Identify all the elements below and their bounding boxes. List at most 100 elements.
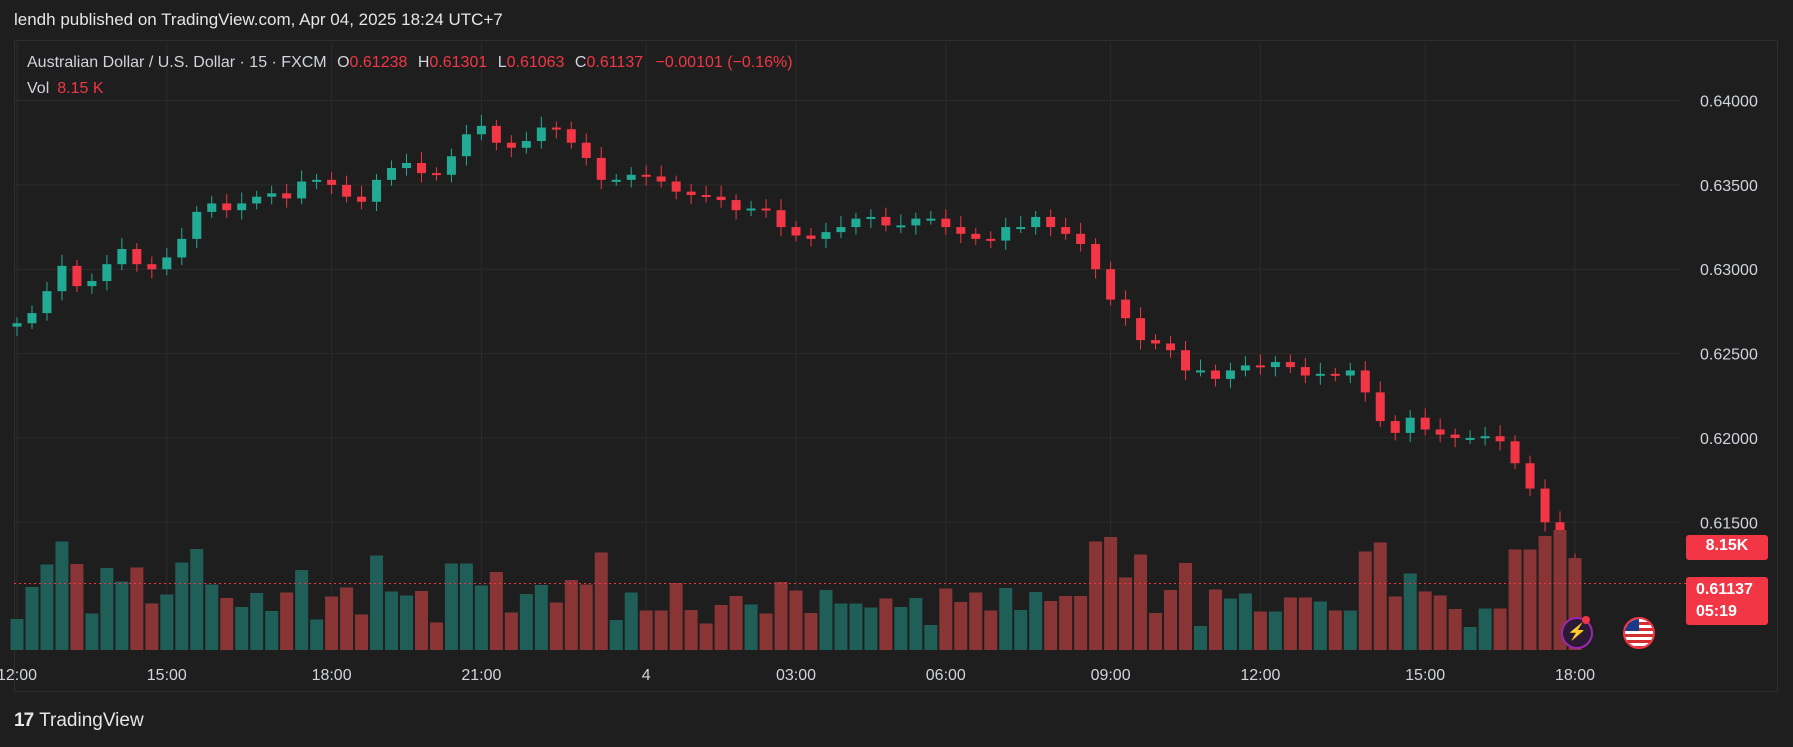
volume-bar: [85, 613, 99, 650]
candle-body: [551, 127, 561, 130]
change-value: −0.00101 (−0.16%): [655, 54, 793, 71]
candle-body: [162, 257, 172, 270]
us-flag-icon[interactable]: [1623, 617, 1655, 649]
candle-body: [357, 196, 367, 202]
volume-bar: [1508, 549, 1522, 650]
close-value: 0.61137: [586, 54, 644, 71]
volume-bar: [789, 590, 803, 650]
x-tick-label: 18:00: [312, 667, 352, 684]
candle-body: [282, 193, 292, 199]
candle-body: [252, 196, 262, 204]
volume-bar: [1298, 597, 1312, 650]
y-tick-label: 0.63000: [1700, 262, 1758, 279]
x-tick-label: 18:00: [1555, 667, 1595, 684]
volume-bar: [909, 598, 923, 650]
volume-bar: [609, 620, 623, 650]
volume-bar: [834, 603, 848, 650]
candle-body: [446, 156, 456, 175]
volume-bar: [1164, 590, 1178, 650]
volume-bar: [804, 613, 818, 650]
candle-body: [971, 233, 981, 239]
volume-bar: [40, 564, 54, 650]
volume-bar: [759, 613, 773, 650]
volume-bar: [519, 594, 533, 650]
candle-body: [746, 208, 756, 211]
volume-bar: [1313, 601, 1327, 650]
candle-body: [1270, 362, 1280, 368]
volume-bar: [1523, 549, 1537, 650]
candle-body: [1136, 318, 1146, 341]
volume-bar: [729, 596, 743, 650]
candle-body: [671, 181, 681, 192]
volume-bar: [864, 607, 878, 650]
volume-bar: [549, 602, 563, 650]
volume-bar: [594, 552, 608, 650]
volume-bar: [1343, 610, 1357, 650]
candle-body: [1225, 370, 1235, 379]
candle-body: [866, 216, 876, 219]
volume-bar: [160, 594, 174, 650]
volume-bar: [1014, 610, 1028, 650]
candle-body: [1121, 299, 1131, 319]
candle-body: [716, 196, 726, 201]
candle-body: [566, 129, 576, 143]
candle-body: [342, 184, 352, 197]
candle-body: [656, 176, 666, 182]
candle-body: [1480, 436, 1490, 439]
symbol-title[interactable]: Australian Dollar / U.S. Dollar · 15 · F…: [27, 54, 327, 71]
volume-bar: [564, 580, 578, 650]
candle-body: [117, 249, 127, 265]
volume-bar: [699, 623, 713, 650]
volume-bar: [639, 610, 653, 650]
candle-body: [521, 141, 531, 148]
candle-body: [1031, 216, 1041, 228]
volume-bar: [1253, 611, 1267, 650]
footer-brand: 17 TradingView: [14, 710, 144, 732]
volume-bar: [250, 593, 264, 650]
candle-body: [926, 218, 936, 221]
candle-body: [1525, 463, 1535, 489]
volume-bar: [325, 596, 339, 650]
ohlc-legend: Australian Dollar / U.S. Dollar · 15 · F…: [27, 54, 793, 72]
candle-body: [1210, 370, 1220, 379]
volume-bar: [100, 568, 114, 650]
volume-bar: [819, 590, 833, 650]
x-tick-label: 15:00: [147, 667, 187, 684]
volume-bar: [924, 625, 938, 650]
y-tick-label: 0.62000: [1700, 431, 1758, 448]
volume-bar: [1044, 601, 1058, 650]
volume-bar: [235, 607, 249, 650]
volume-bar: [220, 598, 234, 650]
candle-body: [1360, 370, 1370, 393]
open-value: 0.61238: [349, 54, 408, 71]
candle-body: [102, 264, 112, 282]
candle-body: [147, 264, 157, 270]
volume-bar: [489, 572, 503, 650]
volume-bar: [175, 562, 189, 650]
candle-body: [372, 179, 382, 202]
last-price-label: 0.61137: [1696, 581, 1753, 598]
candle-body: [192, 211, 202, 239]
candle-body: [57, 265, 67, 292]
volume-bar: [1119, 577, 1133, 650]
volume-bar: [744, 604, 758, 650]
candle-body: [42, 291, 52, 314]
volume-bar: [1283, 597, 1297, 650]
volume-legend: Vol 8.15 K: [27, 80, 104, 98]
lightning-icon[interactable]: ⚡: [1561, 617, 1593, 649]
volume-bar: [1553, 530, 1567, 650]
volume-bar: [459, 563, 473, 650]
high-value: 0.61301: [429, 54, 488, 71]
volume-bar: [265, 611, 279, 650]
candle-body: [1450, 434, 1460, 438]
volume-bar: [579, 584, 593, 650]
candle-body: [132, 249, 142, 265]
candle-body: [1255, 365, 1265, 368]
notification-dot-icon: [1582, 616, 1590, 624]
candle-body: [1435, 429, 1445, 435]
y-tick-label: 0.62500: [1700, 347, 1758, 364]
candle-body: [1330, 373, 1340, 376]
volume-bar: [1373, 542, 1387, 650]
candle-body: [461, 134, 471, 157]
